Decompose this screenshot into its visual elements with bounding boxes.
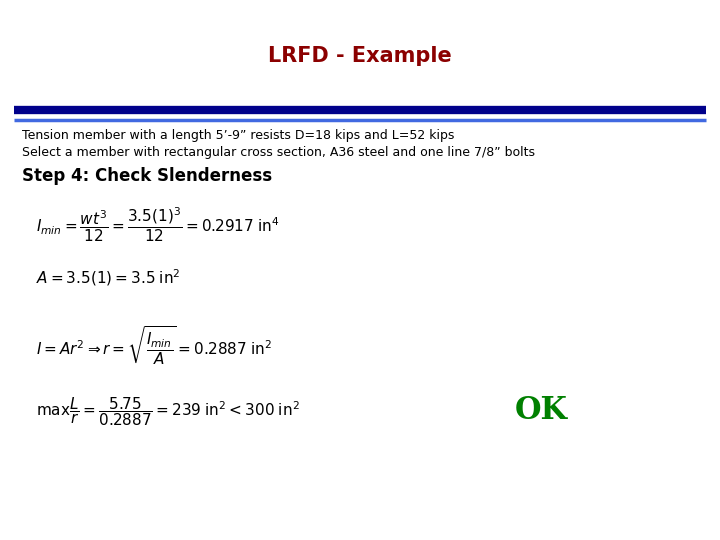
Text: Select a member with rectangular cross section, A36 steel and one line 7/8” bolt: Select a member with rectangular cross s… <box>22 146 534 159</box>
Text: $A = 3.5(1) = 3.5 \; \mathrm{in}^2$: $A = 3.5(1) = 3.5 \; \mathrm{in}^2$ <box>36 267 181 288</box>
Text: Tension member with a length 5’-9” resists D=18 kips and L=52 kips: Tension member with a length 5’-9” resis… <box>22 129 454 141</box>
Text: $\mathrm{max}\dfrac{L}{r} = \dfrac{5.75}{0.2887} = 239 \; \mathrm{in}^2 < 300 \;: $\mathrm{max}\dfrac{L}{r} = \dfrac{5.75}… <box>36 395 300 428</box>
Text: OK: OK <box>515 395 568 426</box>
Text: $I_{min} = \dfrac{wt^3}{12} = \dfrac{3.5(1)^3}{12} = 0.2917 \; \mathrm{in}^4$: $I_{min} = \dfrac{wt^3}{12} = \dfrac{3.5… <box>36 205 279 244</box>
Text: Step 4: Check Slenderness: Step 4: Check Slenderness <box>22 167 271 185</box>
Text: LRFD - Example: LRFD - Example <box>268 46 452 66</box>
Text: $I = Ar^2 \Rightarrow r = \sqrt{\dfrac{I_{min}}{A}} = 0.2887 \; \mathrm{in}^2$: $I = Ar^2 \Rightarrow r = \sqrt{\dfrac{I… <box>36 324 272 366</box>
